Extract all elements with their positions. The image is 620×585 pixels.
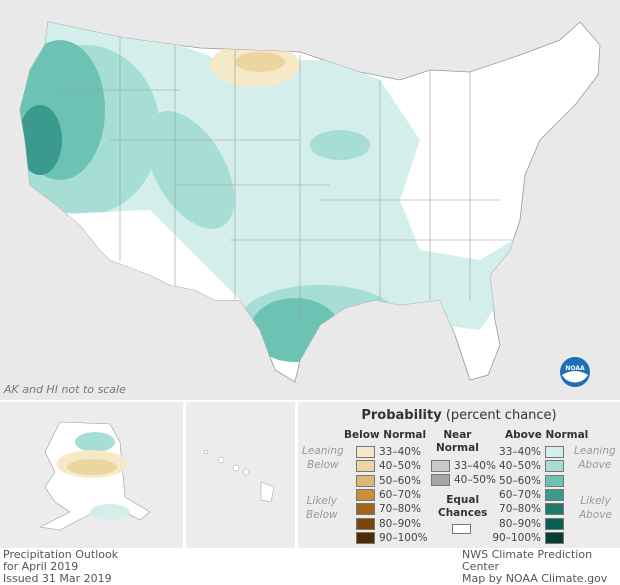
above-label: 60–70% — [499, 488, 541, 501]
above-50-texas — [250, 298, 340, 362]
below-legend-item: 40–50% — [356, 460, 421, 473]
likely-below-label: Likely Below — [306, 495, 338, 521]
below-legend-item: 60–70% — [356, 488, 421, 501]
leaning-below-label: Leaning Below — [302, 445, 344, 471]
above-swatch — [545, 517, 564, 530]
below-label: 33–40% — [379, 446, 421, 458]
above-label: 80–90% — [499, 517, 541, 530]
alaska-inset — [0, 402, 183, 548]
near-legend-item: 33–40% — [431, 460, 496, 472]
below-label: 40–50% — [379, 460, 421, 473]
below-label: 50–60% — [379, 474, 421, 487]
equal-chances-label: Equal Chances — [438, 494, 488, 519]
below-legend-item: 80–90% — [356, 517, 421, 530]
above-40-plains — [145, 111, 235, 229]
below-legend-item: 90–100% — [356, 531, 428, 544]
above-label: 70–80% — [499, 503, 541, 516]
above-legend-item: 33–40% — [476, 446, 564, 458]
above-60-calif — [20, 105, 62, 175]
above-legend-item: 70–80% — [476, 503, 564, 516]
hawaii-inset — [186, 402, 295, 548]
contiguous-us-map: NOAA — [0, 0, 620, 400]
footer-left: Precipitation Outlook for April 2019 Issue… — [3, 548, 119, 585]
svg-text:NOAA: NOAA — [565, 365, 585, 372]
below-swatch — [356, 517, 375, 530]
above-label: 40–50% — [499, 460, 541, 473]
above-swatch — [545, 531, 564, 544]
above-label: 33–40% — [499, 446, 541, 458]
scale-note: AK and HI not to scale — [4, 383, 126, 396]
below-swatch — [356, 531, 375, 544]
footer-right: NWS Climate Prediction Center Map by NOAA… — [462, 548, 608, 585]
near-swatch — [431, 474, 450, 487]
above-header: Above Normal — [505, 429, 589, 441]
legend-subtitle: (percent chance) — [445, 408, 557, 423]
below-label: 80–90% — [379, 517, 421, 530]
below-label: 70–80% — [379, 503, 421, 516]
near-header: Near Normal — [436, 429, 479, 454]
legend: Probability (percent chance) Below Norma… — [298, 402, 620, 548]
likely-above-label: Likely Above — [579, 495, 612, 521]
below-legend-item: 50–60% — [356, 474, 421, 487]
near-label: 40–50% — [454, 474, 496, 487]
above-swatch — [545, 488, 564, 501]
above-legend-item: 90–100% — [476, 531, 564, 544]
below-40-north — [235, 52, 285, 72]
below-label: 90–100% — [379, 531, 428, 544]
near-swatch — [431, 460, 450, 472]
legend-title: Probability — [361, 408, 442, 423]
below-swatch — [356, 460, 375, 473]
below-legend-item: 33–40% — [356, 446, 421, 458]
below-legend-item: 70–80% — [356, 503, 421, 516]
above-legend-item: 50–60% — [476, 474, 564, 487]
above-40-midwest — [310, 130, 370, 160]
near-legend-item: 40–50% — [431, 474, 496, 487]
below-swatch — [356, 488, 375, 501]
above-legend-item: 40–50% — [476, 460, 564, 473]
below-header: Below Normal — [344, 429, 427, 441]
above-legend-item: 60–70% — [476, 488, 564, 501]
below-swatch — [356, 474, 375, 487]
above-legend-item: 80–90% — [476, 517, 564, 530]
below-swatch — [356, 446, 375, 458]
equal-chances-swatch — [452, 524, 471, 534]
above-swatch — [545, 460, 564, 473]
above-label: 50–60% — [499, 474, 541, 487]
below-swatch — [356, 503, 375, 516]
near-label: 33–40% — [454, 460, 496, 472]
above-label: 90–100% — [492, 531, 541, 544]
below-label: 60–70% — [379, 488, 421, 501]
above-swatch — [545, 474, 564, 487]
above-swatch — [545, 503, 564, 516]
leaning-above-label: Leaning Above — [574, 445, 616, 471]
above-swatch — [545, 446, 564, 458]
noaa-logo: NOAA — [560, 357, 590, 387]
